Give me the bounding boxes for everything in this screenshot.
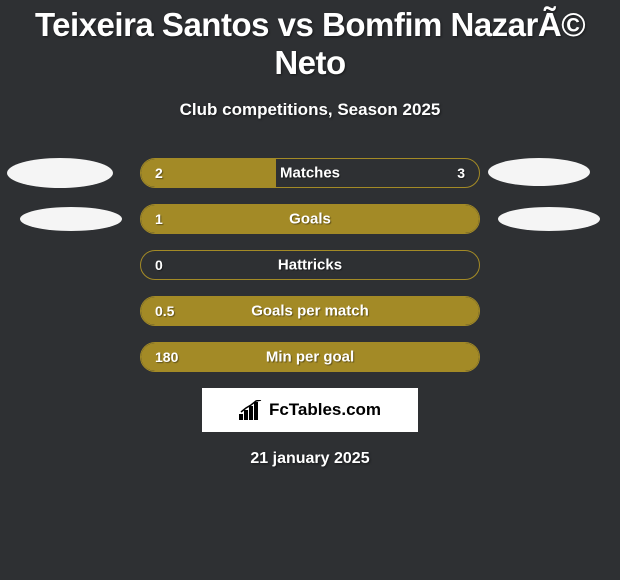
stat-label: Min per goal bbox=[141, 349, 479, 366]
comparison-chart: 2 Matches 3 1 Goals 0 Hattricks bbox=[0, 158, 620, 372]
stat-row: 2 Matches 3 bbox=[0, 158, 620, 188]
date-label: 21 january 2025 bbox=[0, 450, 620, 468]
logo-text: FcTables.com bbox=[269, 400, 381, 420]
stat-row: 0 Hattricks bbox=[0, 250, 620, 280]
logo: FcTables.com bbox=[239, 400, 381, 420]
page-title: Teixeira Santos vs Bomfim NazarÃ© Neto bbox=[0, 0, 620, 82]
bar-track: 2 Matches 3 bbox=[140, 158, 480, 188]
stat-label: Goals bbox=[141, 211, 479, 228]
subtitle: Club competitions, Season 2025 bbox=[0, 100, 620, 120]
logo-box: FcTables.com bbox=[202, 388, 418, 432]
bars-icon bbox=[239, 400, 265, 420]
stat-label: Goals per match bbox=[141, 303, 479, 320]
bar-track: 1 Goals bbox=[140, 204, 480, 234]
bar-track: 0.5 Goals per match bbox=[140, 296, 480, 326]
bar-track: 0 Hattricks bbox=[140, 250, 480, 280]
stat-row: 1 Goals bbox=[0, 204, 620, 234]
player-avatar-right bbox=[498, 207, 600, 231]
stat-row: 0.5 Goals per match bbox=[0, 296, 620, 326]
player-avatar-left bbox=[20, 207, 122, 231]
stat-label: Matches bbox=[141, 165, 479, 182]
player-avatar-left bbox=[7, 158, 113, 188]
stat-row: 180 Min per goal bbox=[0, 342, 620, 372]
stat-right-value: 3 bbox=[457, 165, 465, 181]
stat-label: Hattricks bbox=[141, 257, 479, 274]
player-avatar-right bbox=[488, 158, 590, 186]
bar-track: 180 Min per goal bbox=[140, 342, 480, 372]
infographic-container: Teixeira Santos vs Bomfim NazarÃ© Neto C… bbox=[0, 0, 620, 580]
